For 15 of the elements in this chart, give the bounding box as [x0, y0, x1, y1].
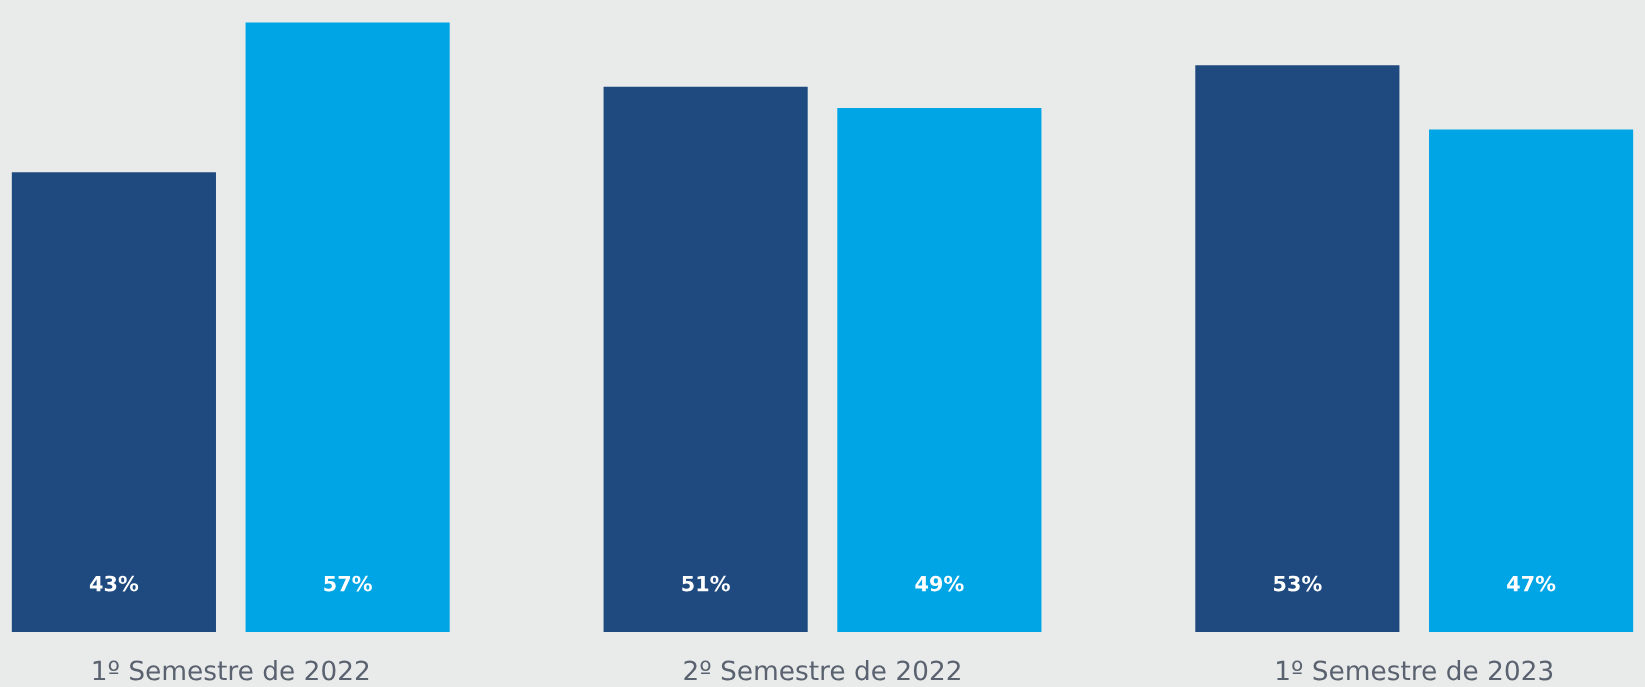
x-tick-label: 1º Semestre de 2023 [1277, 660, 1553, 681]
data-label: 49% [915, 575, 964, 592]
x-tick-label: 2º Semestre de 2022 [684, 660, 960, 681]
data-label: 43% [89, 575, 139, 592]
bar [245, 22, 450, 633]
data-label: 47% [1507, 575, 1556, 592]
bar [1429, 129, 1634, 633]
data-label: 53% [1274, 575, 1322, 592]
bar [1195, 65, 1400, 633]
data-label: 57% [324, 575, 372, 592]
bar [11, 172, 216, 633]
x-tick-label: 1º Semestre de 2022 [93, 660, 369, 681]
bar [603, 86, 808, 633]
bar [837, 108, 1042, 633]
data-label: 51% [682, 575, 730, 592]
